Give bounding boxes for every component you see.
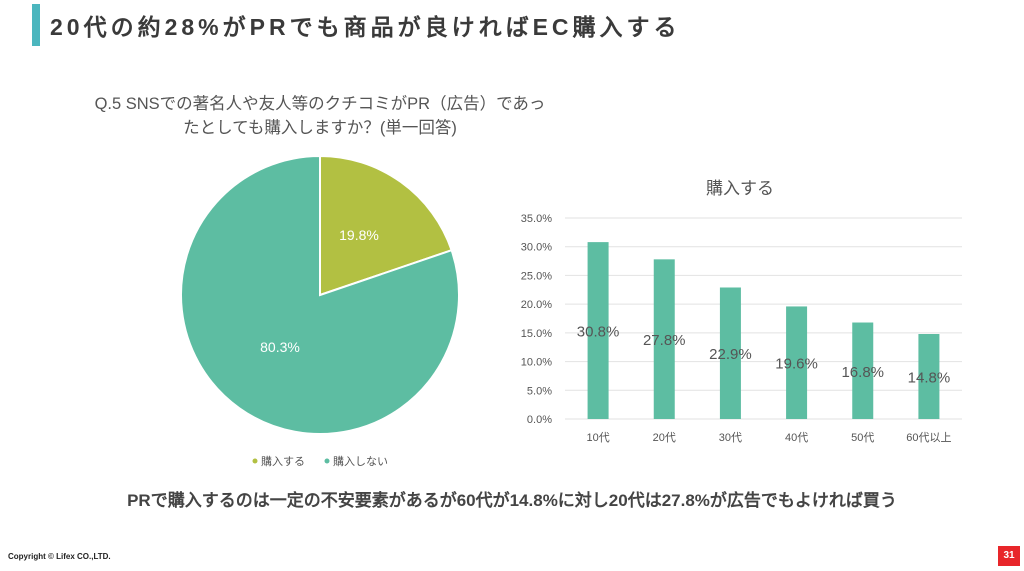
pie-data-label: 80.3% <box>260 339 300 355</box>
x-tick-label: 30代 <box>719 431 742 444</box>
bar <box>852 322 874 419</box>
bar-data-label: 16.8% <box>841 364 884 381</box>
slide-title: 20代の約28%がPRでも商品が良ければEC購入する <box>50 14 681 40</box>
pie-data-label: 19.8% <box>339 227 379 243</box>
y-tick-label: 30.0% <box>521 242 552 254</box>
pie-slice <box>319 154 453 297</box>
summary-text: PRで購入するのは一定の不安要素があるが60代が14.8%に対し20代は27.8… <box>127 491 897 510</box>
x-tick-label: 60代以上 <box>906 431 951 444</box>
legend-marker <box>324 458 330 464</box>
question-text: Q.5 SNSでの著名人や友人等のクチコミがPR（広告）であっ たとしても購入し… <box>40 92 600 140</box>
copyright: Copyright © Lifex CO.,LTD. <box>8 552 111 561</box>
y-tick-label: 0.0% <box>527 414 552 426</box>
bar <box>653 259 675 419</box>
bar-data-label: 30.8% <box>577 324 620 341</box>
bar-data-label: 22.9% <box>709 346 752 363</box>
bar <box>786 306 808 419</box>
legend-marker <box>252 458 258 464</box>
y-tick-label: 20.0% <box>521 299 552 311</box>
title-accent-bar <box>32 4 40 46</box>
question-line-1: Q.5 SNSでの著名人や友人等のクチコミがPR（広告）であっ <box>94 95 546 113</box>
bar-data-label: 19.6% <box>775 356 818 373</box>
legend-label: 購入する <box>261 454 305 468</box>
bar-chart-title: 購入する <box>706 179 774 198</box>
x-tick-label: 20代 <box>653 431 676 444</box>
bar-data-label: 27.8% <box>643 332 686 349</box>
page-number: 31 <box>998 546 1020 566</box>
y-tick-label: 15.0% <box>521 328 552 340</box>
x-tick-label: 50代 <box>851 431 874 444</box>
bar <box>719 287 741 419</box>
y-tick-label: 25.0% <box>521 270 552 282</box>
legend-label: 購入しない <box>333 454 388 468</box>
y-tick-label: 35.0% <box>521 213 552 225</box>
y-tick-label: 10.0% <box>521 357 552 369</box>
x-tick-label: 10代 <box>586 431 609 444</box>
pie-slice <box>180 154 460 435</box>
question-line-2: たとしても購入しますか？(単一回答) <box>183 119 457 137</box>
bar <box>918 334 940 419</box>
y-tick-label: 5.0% <box>527 385 552 397</box>
x-tick-label: 40代 <box>785 431 808 444</box>
bar <box>587 242 609 419</box>
bar-data-label: 14.8% <box>908 370 951 387</box>
